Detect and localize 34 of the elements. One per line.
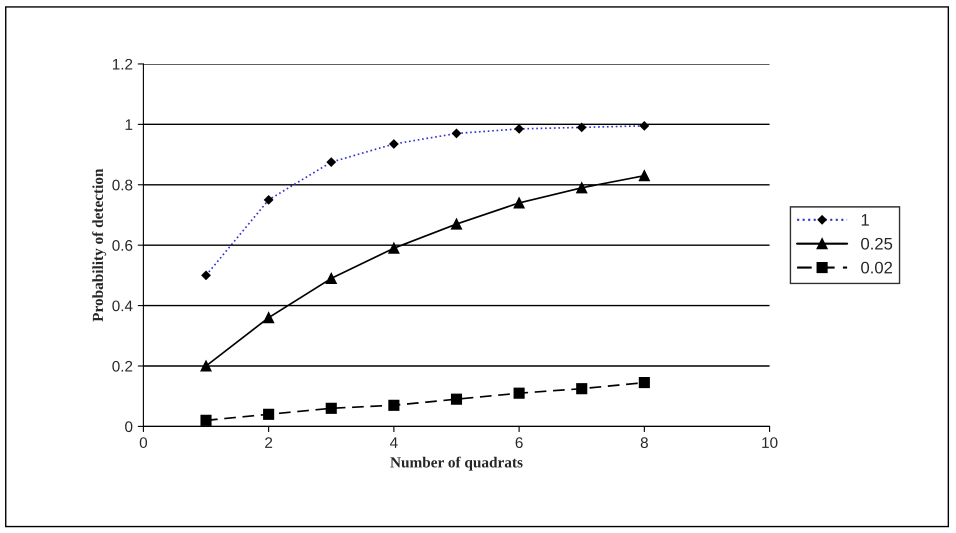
point [326, 272, 337, 284]
point [200, 360, 212, 372]
x-tick-label: 8 [640, 437, 648, 448]
point [388, 242, 400, 254]
x-tick-label: 10 [762, 437, 778, 448]
point [263, 312, 274, 324]
point [514, 197, 525, 208]
point [638, 170, 650, 182]
y-tick-label: 0.2 [112, 360, 132, 372]
x-tick-label: 4 [390, 437, 398, 448]
point [576, 383, 588, 394]
legend-label: 1 [862, 214, 869, 226]
y-tick-label: 0.4 [112, 300, 133, 312]
y-tick-label: 1.2 [112, 58, 132, 70]
point [388, 400, 400, 411]
legend-label: 0.25 [861, 238, 892, 250]
x-tick-label: 6 [516, 437, 523, 448]
point [638, 377, 650, 388]
y-tick-label: 1 [126, 119, 132, 130]
y-tick-label: 0 [125, 421, 132, 432]
point [263, 408, 274, 420]
y-tick-label: 0.8 [112, 180, 132, 190]
x-axis-title: Number of quadrats [390, 456, 523, 471]
legend-label: 0.02 [861, 262, 892, 274]
point [514, 388, 525, 399]
point [576, 182, 588, 194]
point [200, 414, 212, 426]
y-tick-label: 0.6 [112, 240, 132, 251]
point [450, 218, 462, 230]
point [326, 402, 337, 414]
x-tick-label: 2 [265, 437, 272, 448]
point [450, 394, 462, 405]
y-axis-title: Probability of detection [92, 168, 106, 322]
x-tick-label: 0 [140, 437, 148, 448]
